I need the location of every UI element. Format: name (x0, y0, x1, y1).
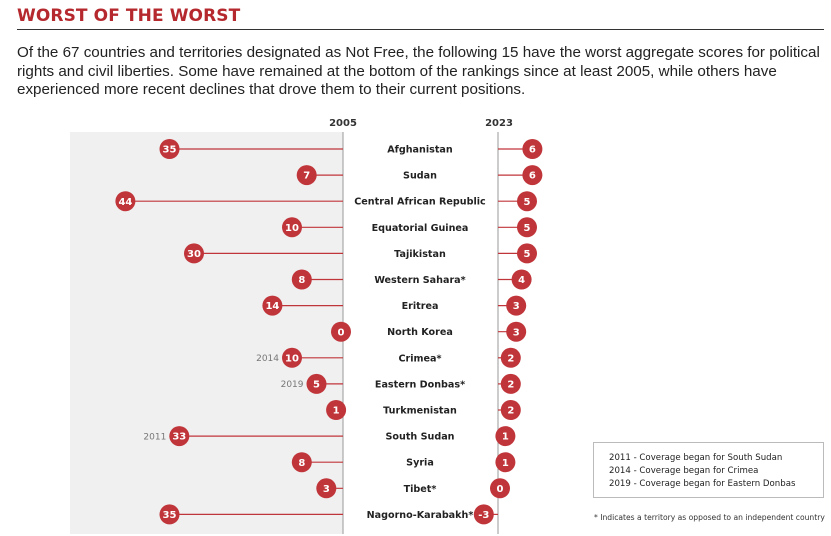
score-2023-dot (500, 400, 521, 420)
country-label: Syria (406, 458, 434, 469)
country-label: Turkmenistan (383, 406, 457, 417)
score-2023-dot (511, 269, 532, 290)
score-2023-dot (522, 139, 543, 159)
legend-item: 2019 - Coverage began for Eastern Donbas (609, 479, 796, 489)
score-2023-dot (522, 165, 543, 186)
country-label: Central African Republic (354, 197, 486, 208)
score-2005-label: 30 (187, 249, 201, 260)
country-label: Afghanistan (387, 145, 453, 156)
score-2023-dot (506, 295, 527, 316)
score-2023-label: 2 (507, 406, 514, 417)
score-2023-label: 3 (513, 301, 520, 312)
score-2005-label: 14 (265, 301, 279, 312)
score-2023-label: 5 (524, 197, 531, 208)
score-2005-label: 1 (333, 406, 340, 417)
score-2023-label: 0 (497, 484, 504, 495)
score-2023-dot (517, 191, 537, 212)
score-2005-label: 33 (172, 432, 186, 443)
score-2005-dot (316, 478, 337, 499)
score-2023-label: 6 (529, 145, 536, 156)
column-header-2005: 2005 (329, 118, 357, 129)
score-2023-label: 1 (502, 458, 509, 469)
country-label: Tajikistan (394, 249, 446, 260)
intro-paragraph: Of the 67 countries and territories desi… (17, 44, 820, 98)
score-2023-label: 6 (529, 171, 536, 182)
score-2023-dot (490, 478, 510, 499)
score-2005-dot (291, 452, 312, 473)
score-2023-label: 4 (518, 275, 525, 286)
score-2023-dot (500, 373, 521, 394)
territory-footnote: * Indicates a territory as opposed to an… (594, 513, 825, 522)
score-2023-dot (495, 426, 516, 447)
score-2023-label: 5 (524, 249, 531, 260)
country-label: Sudan (403, 171, 437, 182)
score-2005-label: 8 (298, 458, 305, 469)
score-2005-label: 7 (303, 171, 310, 182)
legend-box: 2011 - Coverage began for South Sudan 20… (593, 442, 824, 498)
country-label: South Sudan (386, 432, 455, 443)
country-label: Crimea* (398, 353, 441, 364)
score-2023-label: 2 (507, 380, 514, 391)
score-2005-dot (291, 269, 312, 290)
score-2005-dot (282, 347, 302, 368)
score-2005-label: 5 (313, 380, 320, 391)
score-2005-dot (184, 243, 204, 264)
score-2005-label: 35 (163, 510, 177, 521)
score-2005-label: 10 (285, 353, 299, 364)
country-label: Nagorno-Karabakh* (367, 510, 474, 521)
score-2005-label: 0 (338, 327, 345, 338)
country-label: Eastern Donbas* (375, 379, 465, 390)
score-2023-dot (473, 504, 494, 525)
coverage-start-year: 2019 (281, 380, 304, 390)
score-2005-label: 35 (163, 145, 177, 156)
score-2023-label: 1 (502, 432, 509, 443)
legend-item: 2011 - Coverage began for South Sudan (609, 453, 783, 463)
country-label: North Korea (387, 327, 453, 338)
heading-rule (17, 29, 824, 30)
score-2005-label: 10 (285, 223, 299, 234)
score-2005-label: 3 (323, 484, 330, 495)
country-label: Eritrea (402, 301, 439, 312)
score-2005-dot (169, 426, 190, 447)
score-2023-label: 5 (524, 223, 531, 234)
coverage-start-year: 2014 (256, 354, 279, 364)
score-2023-dot (495, 452, 516, 473)
country-label: Equatorial Guinea (372, 223, 469, 234)
country-label: Western Sahara* (374, 275, 465, 286)
score-2005-dot (262, 295, 283, 316)
score-2005-dot (326, 400, 347, 420)
score-2023-label: -3 (478, 510, 489, 521)
column-header-2023: 2023 (485, 118, 513, 129)
country-label: Tibet* (404, 484, 437, 495)
score-2005-label: 44 (118, 197, 132, 208)
country-label-column (343, 132, 498, 534)
score-2023-dot (500, 347, 521, 368)
score-2005-dot (159, 504, 180, 525)
score-2005-label: 8 (298, 275, 305, 286)
score-2023-dot (517, 217, 537, 238)
score-2023-label: 3 (513, 327, 520, 338)
score-2005-dot (159, 139, 180, 159)
score-2023-dot (506, 321, 527, 342)
score-2005-dot (282, 217, 302, 238)
coverage-start-year: 2011 (143, 432, 166, 442)
legend-item: 2014 - Coverage began for Crimea (609, 466, 759, 476)
score-2005-dot (115, 191, 136, 212)
section-heading: WORST OF THE WORST (17, 6, 241, 26)
score-2023-label: 2 (507, 353, 514, 364)
score-2005-dot (306, 373, 327, 394)
score-2005-dot (331, 321, 351, 342)
score-2023-dot (517, 243, 537, 264)
score-2005-dot (296, 165, 317, 186)
